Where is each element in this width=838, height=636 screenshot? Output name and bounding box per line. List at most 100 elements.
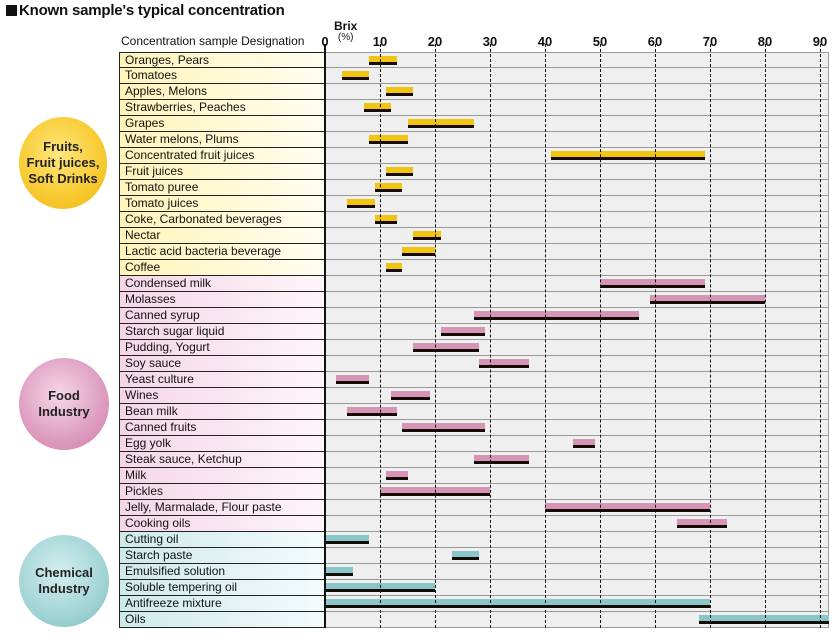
range-bar: [369, 135, 408, 144]
row-label: Molasses: [119, 292, 325, 308]
row-plot-area: [325, 244, 829, 260]
row-plot-area: [325, 84, 829, 100]
table-row: Strawberries, Peaches: [119, 100, 829, 116]
row-label: Grapes: [119, 116, 325, 132]
row-plot-area: [325, 404, 829, 420]
row-label: Condensed milk: [119, 276, 325, 292]
table-row: Tomato juices: [119, 196, 829, 212]
row-label: Emulsified solution: [119, 564, 325, 580]
row-label: Canned syrup: [119, 308, 325, 324]
range-bar: [385, 471, 408, 480]
concentration-table: Oranges, Pears Tomatoes Apples, Melons Stra…: [119, 52, 829, 628]
row-label: Cutting oil: [119, 532, 325, 548]
range-bar: [325, 567, 353, 576]
group-badge-fruits: Fruits, Fruit juices, Soft Drinks: [19, 117, 107, 209]
range-bar: [545, 503, 710, 512]
table-row: Grapes: [119, 116, 829, 132]
row-plot-area: [325, 292, 829, 308]
table-row: Cooking oils: [119, 516, 829, 532]
row-plot-area: [325, 356, 829, 372]
row-label: Jelly, Marmalade, Flour paste: [119, 500, 325, 516]
range-bar: [391, 391, 430, 400]
table-row: Emulsified solution: [119, 564, 829, 580]
group-label-line: Chemical: [35, 565, 93, 580]
row-plot-area: [325, 468, 829, 484]
range-bar: [413, 343, 479, 352]
range-bar: [649, 295, 765, 304]
range-bar: [374, 215, 397, 224]
range-bar: [413, 231, 441, 240]
range-bar: [600, 279, 705, 288]
row-label: Nectar: [119, 228, 325, 244]
row-plot-area: [325, 308, 829, 324]
table-row: Cutting oil: [119, 532, 829, 548]
table-row: Steak sauce, Ketchup: [119, 452, 829, 468]
x-axis-zero-line: [324, 44, 326, 628]
x-tick-label: 80: [757, 34, 773, 49]
range-bar: [402, 247, 435, 256]
table-row: Fruit juices: [119, 164, 829, 180]
row-plot-area: [325, 148, 829, 164]
group-label-line: Industry: [38, 404, 90, 419]
x-tick-label: 40: [537, 34, 553, 49]
range-bar: [402, 423, 485, 432]
table-row: Wines: [119, 388, 829, 404]
row-plot-area: [325, 420, 829, 436]
row-plot-area: [325, 612, 829, 628]
range-bar: [407, 119, 474, 128]
row-label: Fruit juices: [119, 164, 325, 180]
row-label: Oranges, Pears: [119, 52, 325, 68]
x-tick-label: 30: [482, 34, 498, 49]
row-label: Coke, Carbonated beverages: [119, 212, 325, 228]
range-bar: [699, 615, 829, 624]
row-plot-area: [325, 372, 829, 388]
row-plot-area: [325, 596, 829, 612]
x-tick-label: 0: [321, 34, 329, 49]
chart-title-text: Known sample's typical concentration: [19, 2, 285, 19]
group-label-line: Soft Drinks: [28, 171, 98, 186]
row-label: Lactic acid bacteria beverage: [119, 244, 325, 260]
range-bar: [369, 56, 397, 65]
range-bar: [550, 151, 705, 160]
table-row: Soy sauce: [119, 356, 829, 372]
row-label: Tomato juices: [119, 196, 325, 212]
row-label: Pudding, Yogurt: [119, 340, 325, 356]
row-plot-area: [325, 516, 829, 532]
group-label-line: Fruits,: [43, 139, 83, 154]
range-bar: [451, 551, 479, 560]
square-bullet-icon: [6, 5, 17, 16]
table-row: Oranges, Pears: [119, 52, 829, 68]
range-bar: [325, 583, 435, 592]
group-badge-food-industry: Food Industry: [19, 358, 109, 450]
row-plot-area: [325, 52, 829, 68]
table-row: Jelly, Marmalade, Flour paste: [119, 500, 829, 516]
table-row: Canned fruits: [119, 420, 829, 436]
row-plot-area: [325, 452, 829, 468]
row-plot-area: [325, 260, 829, 276]
row-label: Concentrated fruit juices: [119, 148, 325, 164]
table-row: Soluble tempering oil: [119, 580, 829, 596]
chart-title: Known sample's typical concentration: [6, 2, 285, 19]
table-row: Yeast culture: [119, 372, 829, 388]
x-tick-label: 20: [427, 34, 443, 49]
row-label: Soluble tempering oil: [119, 580, 325, 596]
row-label: Steak sauce, Ketchup: [119, 452, 325, 468]
range-bar: [677, 519, 727, 528]
range-bar: [385, 87, 413, 96]
range-bar: [363, 103, 391, 112]
table-row: Concentrated fruit juices: [119, 148, 829, 164]
x-tick-label: 70: [702, 34, 718, 49]
row-plot-area: [325, 340, 829, 356]
table-row: Water melons, Plums: [119, 132, 829, 148]
row-label: Tomatoes: [119, 68, 325, 84]
row-plot-area: [325, 212, 829, 228]
row-plot-area: [325, 196, 829, 212]
range-bar: [380, 487, 490, 496]
row-plot-area: [325, 180, 829, 196]
table-row: Apples, Melons: [119, 84, 829, 100]
row-label: Egg yolk: [119, 436, 325, 452]
range-bar: [341, 71, 369, 80]
row-plot-area: [325, 164, 829, 180]
range-bar: [336, 375, 369, 384]
group-badge-chemical-industry: Chemical Industry: [19, 535, 109, 627]
